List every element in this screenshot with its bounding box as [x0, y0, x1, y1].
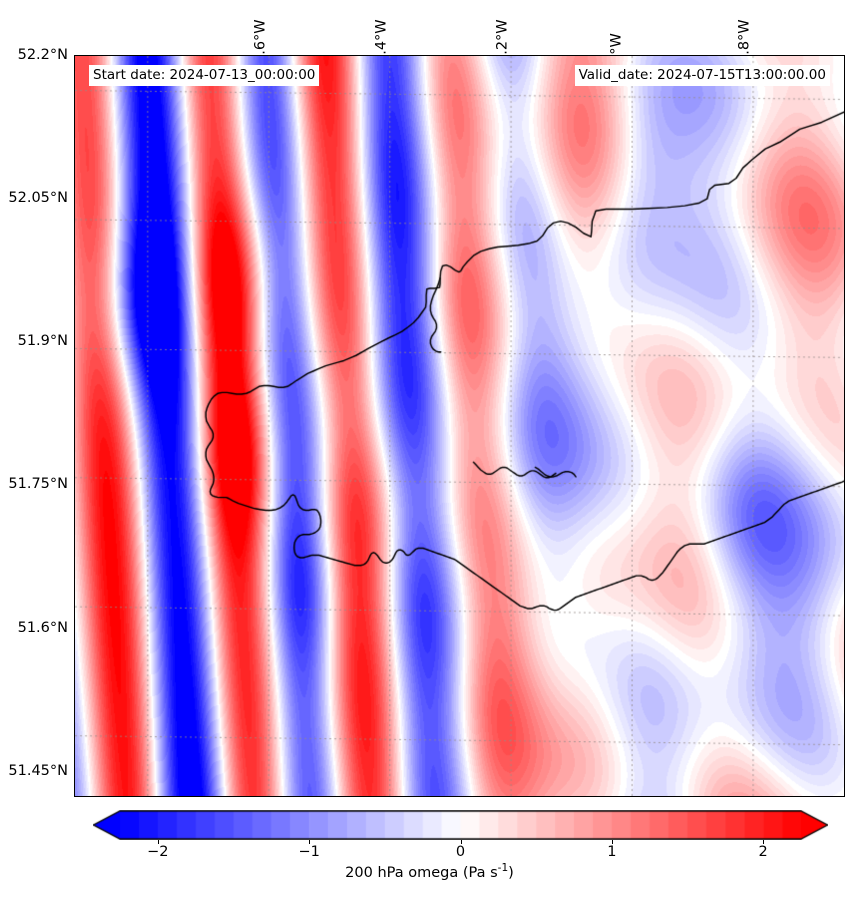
- colorbar-gradient: [93, 810, 828, 840]
- y-tick-label-0: 52.2°N: [17, 47, 68, 63]
- y-tick-label-2: 51.9°N: [17, 333, 68, 349]
- y-tick-label-4: 51.6°N: [17, 620, 68, 636]
- colorbar-tick-label-3: 1: [607, 844, 617, 860]
- colorbar-tick-mark-0: [157, 840, 159, 844]
- valid-date-annotation: Valid_date: 2024-07-15T13:00:00.00: [574, 65, 830, 86]
- map-axes[interactable]: Start date: 2024-07-13_00:00:00 Valid_da…: [74, 55, 845, 797]
- colorbar[interactable]: −2 −1 0 1 2: [93, 810, 828, 860]
- colorbar-tick-label-2: 0: [455, 844, 466, 860]
- colorbar-tick-mark-1: [309, 840, 311, 844]
- colorbar-tick-label-0: −2: [147, 844, 169, 860]
- colorbar-tick-label-4: 2: [758, 844, 768, 860]
- colorbar-label-tail: ): [508, 864, 514, 881]
- start-date-annotation: Start date: 2024-07-13_00:00:00: [89, 65, 320, 86]
- colorbar-tick-mark-4: [763, 840, 765, 844]
- colorbar-tick-mark-2: [460, 840, 462, 844]
- y-tick-label-5: 51.45°N: [8, 763, 68, 779]
- colorbar-label-exponent: -1: [497, 862, 509, 874]
- colorbar-label-text: 200 hPa omega (Pa s: [345, 864, 498, 881]
- omega-contourf-field: [75, 56, 844, 796]
- colorbar-tick-label-1: −1: [298, 844, 320, 860]
- y-tick-label-1: 52.05°N: [8, 190, 68, 206]
- colorbar-axis-label: 200 hPa omega (Pa s-1): [0, 862, 859, 881]
- y-tick-label-3: 51.75°N: [8, 476, 68, 492]
- colorbar-tick-mark-3: [611, 840, 613, 844]
